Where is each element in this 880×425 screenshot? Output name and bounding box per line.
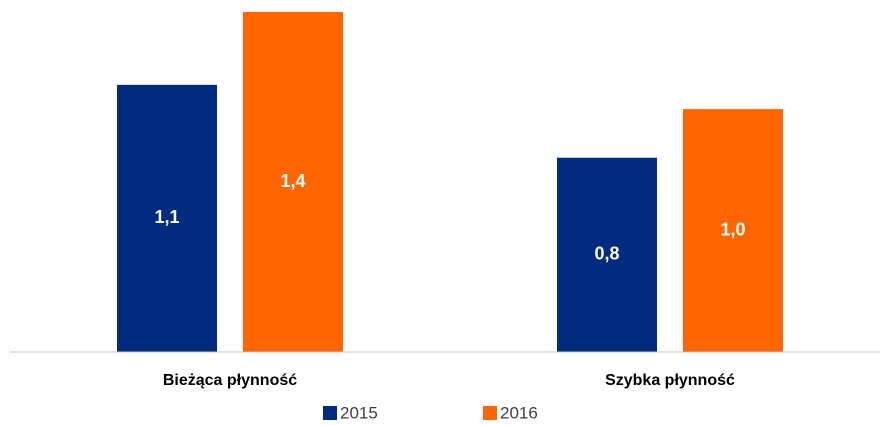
bar bbox=[117, 84, 217, 352]
legend-label: 2016 bbox=[500, 403, 538, 422]
data-label: 1,0 bbox=[720, 219, 745, 239]
data-label: 1,1 bbox=[154, 207, 179, 227]
bar bbox=[683, 109, 783, 353]
legend-swatch bbox=[483, 406, 497, 420]
x-tick-label: Szybka płynność bbox=[605, 372, 735, 389]
x-tick-label: Bieżąca płynność bbox=[163, 372, 297, 389]
bar bbox=[243, 12, 343, 352]
bar bbox=[557, 157, 657, 352]
data-label: 1,4 bbox=[280, 171, 305, 191]
legend-label: 2015 bbox=[340, 403, 378, 422]
legend-swatch bbox=[323, 406, 337, 420]
data-label: 0,8 bbox=[594, 244, 619, 264]
